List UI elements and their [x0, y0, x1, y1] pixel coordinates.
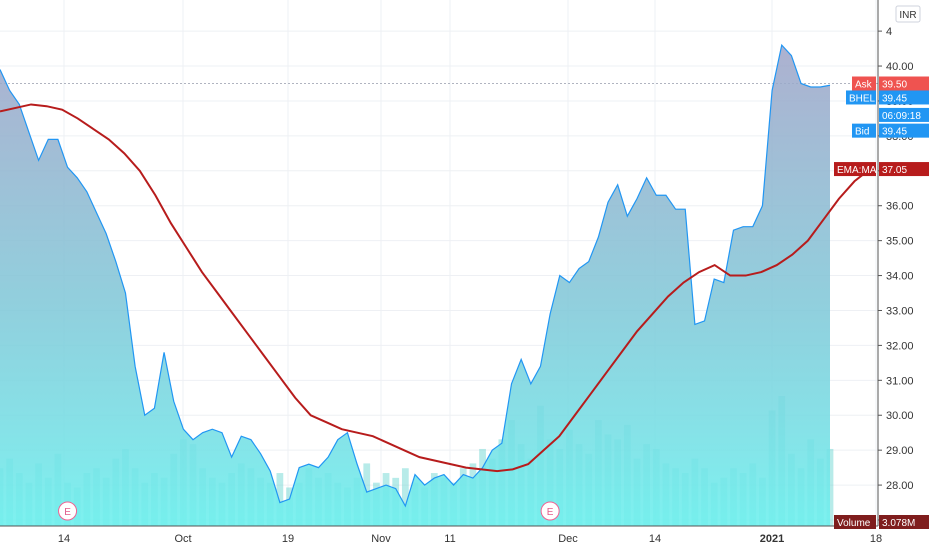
- price-layer: [0, 43, 831, 526]
- y-tick-label: 35.00: [886, 236, 914, 248]
- earnings-marker[interactable]: E: [540, 501, 560, 521]
- ema-layer: [0, 103, 871, 473]
- price-tag-label-bg: [852, 123, 876, 138]
- ema-line[interactable]: [0, 103, 871, 473]
- y-tick-label: 33.00: [886, 305, 914, 317]
- earnings-marker[interactable]: E: [58, 501, 78, 521]
- price-tag-value: 3.078M: [882, 518, 915, 529]
- price-area: [0, 45, 830, 526]
- volume-bar: [276, 473, 284, 526]
- x-tick-label: Nov: [371, 533, 391, 545]
- price-tag-value: 06:09:18: [882, 111, 921, 122]
- y-tick-label: 4: [886, 26, 892, 38]
- price-tag-label-bg: [846, 90, 876, 105]
- price-tag: Ask 39.50: [852, 76, 929, 91]
- currency-layer[interactable]: INR: [895, 5, 921, 23]
- price-tag-value-bg: [879, 123, 929, 138]
- price-tag-label: Volume: [837, 518, 871, 529]
- price-tag-label: BHEL: [849, 93, 876, 104]
- earnings-marker-label: E: [547, 507, 554, 518]
- price-tag-label-bg: [852, 76, 876, 91]
- x-tick-label: 2021: [760, 533, 784, 545]
- price-tag-label: Ask: [855, 80, 873, 91]
- price-tag-value-bg: [879, 162, 929, 177]
- y-tick-label: 40.00: [886, 61, 914, 73]
- price-tag-value-bg: [879, 90, 929, 105]
- x-tick-label: 14: [58, 533, 70, 545]
- price-tag-label-bg: [834, 162, 876, 177]
- x-tick-label: 11: [444, 533, 455, 545]
- tag-layer: Ask 39.50 BHEL 39.45 06:09:18 Bid 39.45 EMA:MA 3…: [834, 76, 929, 529]
- price-tag-label-bg: [834, 515, 876, 529]
- price-tag: BHEL 39.45: [846, 90, 929, 105]
- x-tick-label: Dec: [558, 533, 578, 545]
- price-line[interactable]: [0, 43, 831, 508]
- price-tag-label: Bid: [855, 127, 869, 138]
- volume-bar: [401, 468, 409, 526]
- earnings-marker-label: E: [64, 507, 71, 518]
- price-tag-value: 37.05: [882, 165, 907, 176]
- y-tick-label: 29.00: [886, 445, 914, 457]
- x-tick-label: 19: [282, 533, 294, 545]
- price-tag: EMA:MA 37.05: [834, 162, 929, 177]
- y-tick-label: 31.00: [886, 375, 914, 387]
- price-tag-value: 39.45: [882, 127, 907, 138]
- x-tick-label: 18: [870, 533, 882, 545]
- price-tag-value: 39.45: [882, 93, 907, 104]
- price-tag-value-bg: [879, 515, 929, 529]
- price-tag-value-bg: [879, 107, 929, 122]
- currency-badge[interactable]: [895, 5, 921, 23]
- price-tag: Bid 39.45: [852, 123, 929, 138]
- x-tick-label: 14: [649, 533, 661, 545]
- y-tick-label: 28.00: [886, 480, 914, 492]
- price-tag-label: EMA:MA: [837, 165, 877, 176]
- price-tag: Volume 3.078M: [834, 515, 929, 529]
- price-tag-value: 39.50: [882, 80, 907, 91]
- x-tick-label: Oct: [174, 533, 191, 545]
- y-tick-label: 34.00: [886, 271, 914, 283]
- y-tick-label: 30.00: [886, 410, 914, 422]
- y-tick-label: 32.00: [886, 340, 914, 352]
- price-tag-value-bg: [879, 76, 929, 91]
- price-tag: 06:09:18: [879, 107, 929, 122]
- currency-label: INR: [899, 10, 916, 21]
- y-tick-label: 36.00: [886, 201, 914, 213]
